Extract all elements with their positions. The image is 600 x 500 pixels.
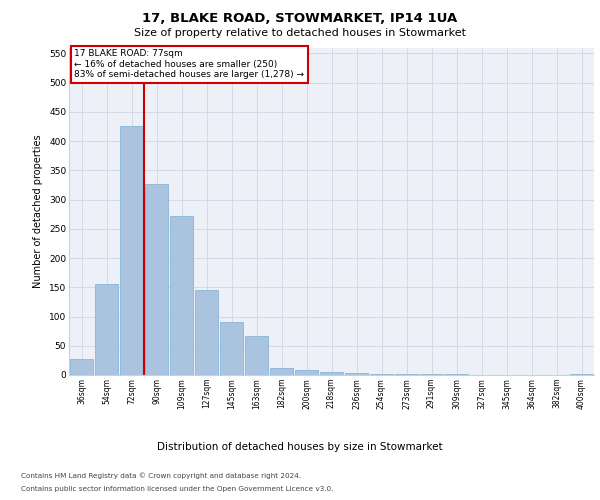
Bar: [170, 216, 193, 375]
Bar: [270, 368, 293, 375]
Bar: [570, 374, 593, 375]
Bar: [395, 374, 418, 375]
Bar: [320, 372, 343, 375]
Text: Distribution of detached houses by size in Stowmarket: Distribution of detached houses by size …: [157, 442, 443, 452]
Text: 17 BLAKE ROAD: 77sqm
← 16% of detached houses are smaller (250)
83% of semi-deta: 17 BLAKE ROAD: 77sqm ← 16% of detached h…: [74, 49, 304, 79]
Bar: [220, 322, 243, 375]
Bar: [195, 290, 218, 375]
Bar: [120, 126, 143, 375]
Bar: [445, 374, 468, 375]
Bar: [245, 336, 268, 375]
Bar: [295, 370, 318, 375]
Bar: [70, 358, 93, 375]
Bar: [345, 373, 368, 375]
Text: Contains HM Land Registry data © Crown copyright and database right 2024.: Contains HM Land Registry data © Crown c…: [21, 472, 301, 479]
Bar: [420, 374, 443, 375]
Text: Size of property relative to detached houses in Stowmarket: Size of property relative to detached ho…: [134, 28, 466, 38]
Bar: [145, 184, 168, 375]
Bar: [370, 374, 393, 375]
Text: 17, BLAKE ROAD, STOWMARKET, IP14 1UA: 17, BLAKE ROAD, STOWMARKET, IP14 1UA: [142, 12, 458, 26]
Y-axis label: Number of detached properties: Number of detached properties: [34, 134, 43, 288]
Text: Contains public sector information licensed under the Open Government Licence v3: Contains public sector information licen…: [21, 486, 334, 492]
Bar: [95, 284, 118, 375]
